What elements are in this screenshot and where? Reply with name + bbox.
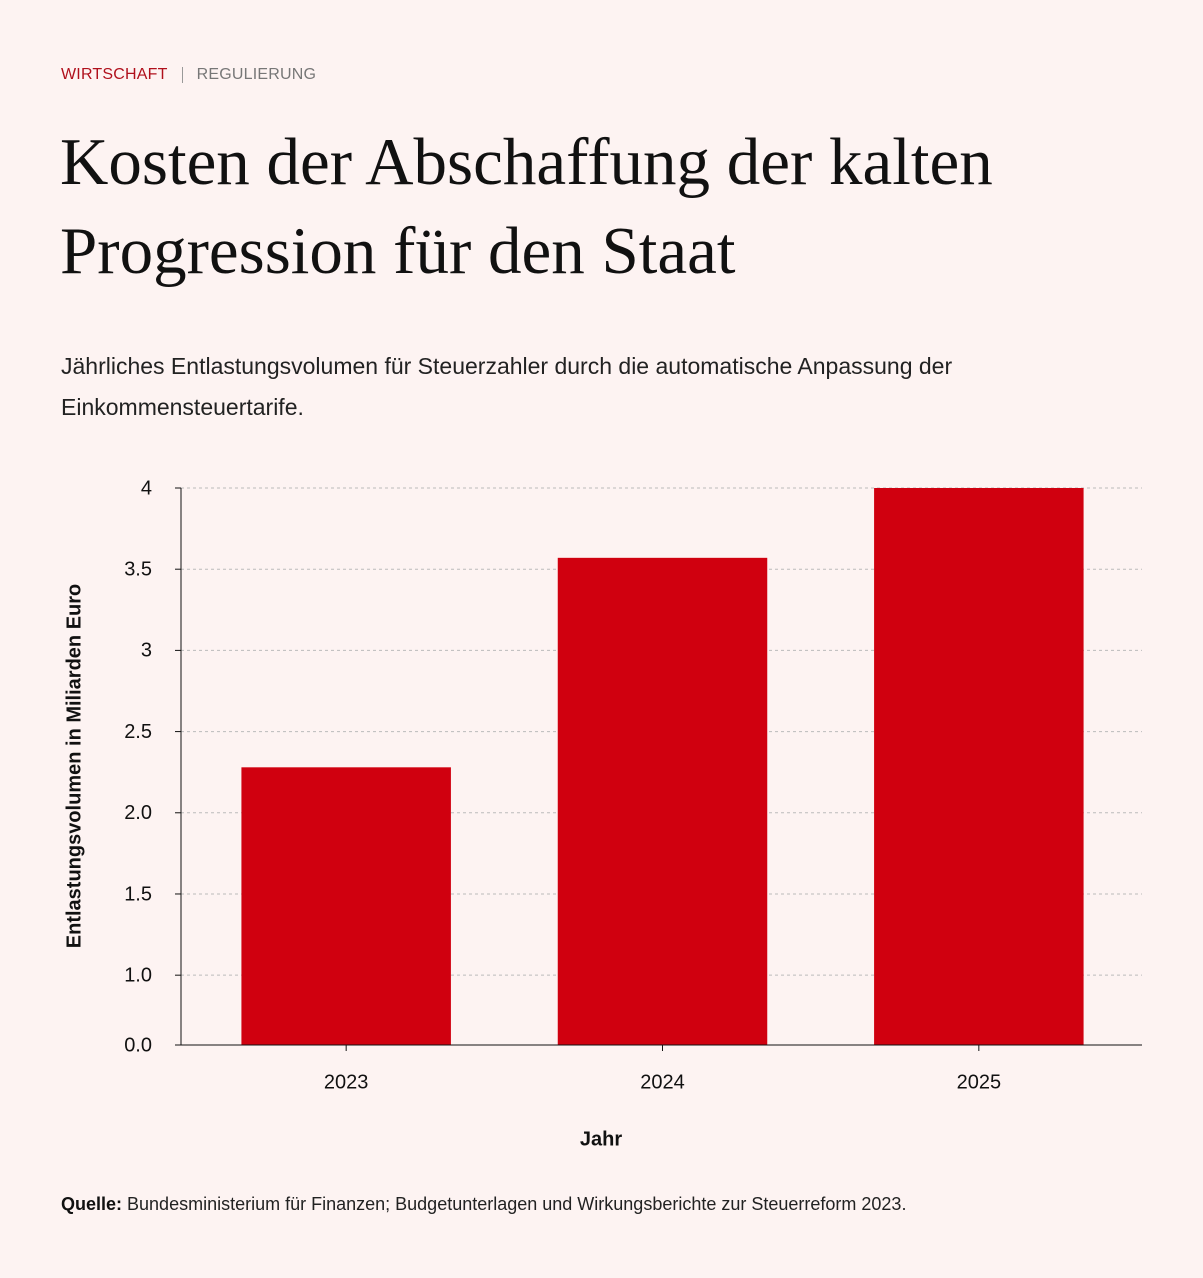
x-tick-label: 2025 (957, 1071, 1002, 1093)
y-tick-label: 2.5 (124, 721, 152, 743)
y-tick-label: 1.5 (124, 883, 152, 905)
bar (874, 488, 1084, 1045)
kicker: WIRTSCHAFT REGULIERUNG (61, 66, 316, 84)
x-tick-label: 2024 (640, 1071, 685, 1093)
bar (241, 767, 451, 1045)
chart-subtitle: Jährliches Entlastungsvolumen für Steuer… (61, 353, 953, 420)
bar (557, 557, 768, 1045)
y-tick-label: 0.0 (124, 1034, 152, 1056)
x-axis-title: Jahr (580, 1128, 622, 1150)
x-tick-label: 2023 (324, 1071, 369, 1093)
chart: Jahr Entlastungsvolumen in Miliarden Eur… (63, 477, 1142, 1150)
section: WIRTSCHAFT (61, 66, 168, 83)
y-tick-label: 4 (141, 477, 152, 499)
y-axis-title: Entlastungsvolumen in Miliarden Euro (63, 584, 85, 948)
separator (181, 67, 183, 83)
y-tick-label: 3 (141, 640, 152, 662)
y-tick-label: 2.0 (124, 802, 152, 824)
subsection: REGULIERUNG (196, 66, 317, 83)
y-tick-label: 3.5 (124, 558, 152, 580)
source-label: Quelle: (61, 1194, 123, 1214)
chart-title: Kosten der Abschaffung der kalten Progre… (60, 125, 993, 288)
source-text: Bundesministerium für Finanzen; Budgetun… (127, 1194, 907, 1214)
y-tick-label: 1.0 (124, 964, 152, 986)
source: Quelle: Bundesministerium für Finanzen; … (61, 1194, 906, 1215)
